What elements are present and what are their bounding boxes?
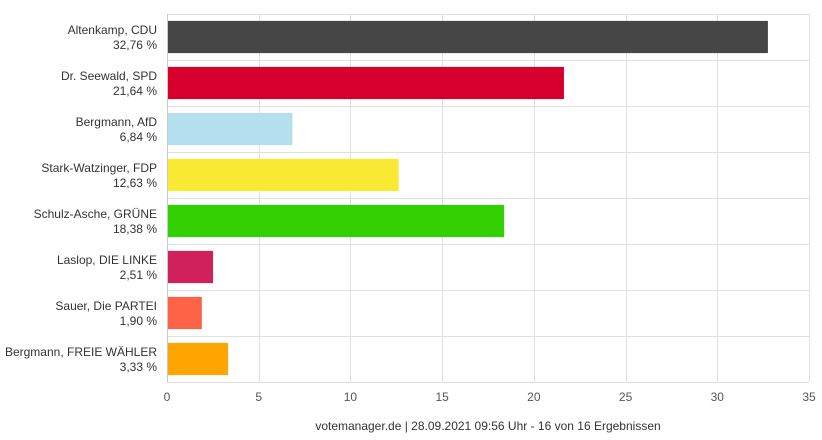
category-name: Stark-Watzinger, FDP xyxy=(41,161,157,175)
chart-grid xyxy=(167,14,810,383)
category-value-label: 1,90 % xyxy=(120,314,158,328)
x-tick-label: 30 xyxy=(711,390,725,404)
chart-bars xyxy=(168,20,768,376)
x-tick-label: 5 xyxy=(255,390,262,404)
category-value-label: 3,33 % xyxy=(120,360,158,374)
x-tick-label: 35 xyxy=(802,390,816,404)
bar xyxy=(168,250,214,284)
category-name: Schulz-Asche, GRÜNE xyxy=(34,207,157,221)
category-name: Bergmann, AfD xyxy=(76,115,158,129)
bar xyxy=(168,158,399,192)
category-name: Sauer, Die PARTEI xyxy=(55,299,157,313)
category-value-label: 12,63 % xyxy=(113,176,157,190)
bar xyxy=(168,296,202,330)
chart-footer: votemanager.de | 28.09.2021 09:56 Uhr - … xyxy=(315,419,661,433)
x-tick-label: 25 xyxy=(619,390,633,404)
bar xyxy=(168,342,229,376)
x-tick-label: 0 xyxy=(164,390,171,404)
category-value-label: 21,64 % xyxy=(113,84,157,98)
bar xyxy=(168,112,293,146)
category-name: Altenkamp, CDU xyxy=(68,23,157,37)
x-tick-label: 20 xyxy=(527,390,541,404)
category-name: Bergmann, FREIE WÄHLER xyxy=(5,345,157,359)
bar xyxy=(168,204,505,238)
category-value-label: 32,76 % xyxy=(113,38,157,52)
category-name: Dr. Seewald, SPD xyxy=(61,69,157,83)
category-value-label: 18,38 % xyxy=(113,222,157,236)
bar xyxy=(168,20,768,54)
x-tick-label: 10 xyxy=(344,390,358,404)
category-name: Laslop, DIE LINKE xyxy=(57,253,157,267)
category-value-label: 2,51 % xyxy=(120,268,158,282)
x-tick-label: 15 xyxy=(435,390,449,404)
bar xyxy=(168,66,564,100)
category-value-label: 6,84 % xyxy=(120,130,158,144)
x-axis-ticks: 0 5 10 15 20 25 30 35 xyxy=(164,390,816,404)
